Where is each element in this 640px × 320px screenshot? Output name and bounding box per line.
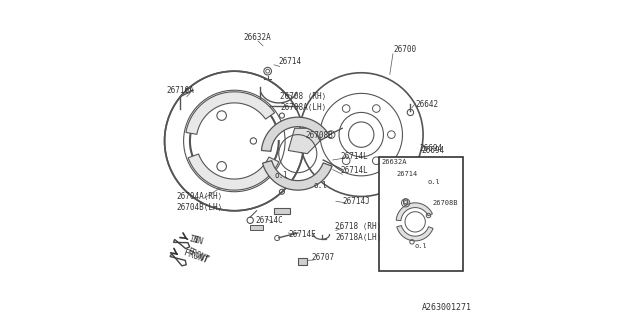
Text: IN: IN [191, 235, 204, 246]
Text: o.l: o.l [274, 171, 288, 180]
Bar [298, 258, 307, 265]
Text: 26714: 26714 [396, 171, 417, 177]
Text: 26694: 26694 [420, 144, 443, 153]
Text: 26642: 26642 [415, 100, 438, 109]
Text: 26704A⟨RH⟩: 26704A⟨RH⟩ [177, 192, 223, 201]
Polygon shape [397, 226, 433, 241]
Text: IN: IN [188, 234, 199, 245]
Text: 26632A: 26632A [244, 33, 271, 42]
Polygon shape [262, 117, 330, 151]
Polygon shape [396, 203, 433, 220]
Text: o.l: o.l [314, 181, 328, 190]
Text: FRONT: FRONT [185, 247, 210, 265]
Polygon shape [173, 239, 189, 249]
Text: FRONT: FRONT [182, 248, 209, 265]
Text: 26632A: 26632A [382, 159, 407, 164]
Text: 26707: 26707 [311, 253, 334, 262]
Text: o.l: o.l [415, 243, 428, 249]
Text: 26714E: 26714E [288, 230, 316, 239]
Bar [379, 157, 463, 271]
Text: 26714: 26714 [279, 57, 302, 66]
Text: 26700: 26700 [393, 45, 416, 54]
Text: o.l: o.l [428, 179, 440, 185]
Polygon shape [288, 128, 320, 154]
Text: 26704B⟨LH⟩: 26704B⟨LH⟩ [177, 203, 223, 212]
Text: 26716A: 26716A [166, 86, 194, 95]
Polygon shape [170, 254, 186, 266]
Text: 26708A⟨LH⟩: 26708A⟨LH⟩ [280, 103, 326, 112]
Text: 26718 ⟨RH⟩: 26718 ⟨RH⟩ [335, 222, 381, 231]
Bar [274, 208, 290, 214]
Text: 26714C: 26714C [255, 216, 283, 225]
Text: 26718A⟨LH⟩: 26718A⟨LH⟩ [335, 233, 381, 242]
Bar [250, 225, 263, 230]
Text: 26708B: 26708B [433, 200, 458, 206]
Polygon shape [186, 92, 275, 134]
Text: 26714L: 26714L [340, 152, 369, 161]
Text: 26714J: 26714J [342, 197, 370, 206]
Text: 26694: 26694 [422, 146, 445, 155]
Text: 26708 ⟨RH⟩: 26708 ⟨RH⟩ [280, 92, 326, 101]
Text: A263001271: A263001271 [422, 303, 472, 312]
Polygon shape [262, 161, 332, 190]
Polygon shape [188, 154, 279, 190]
Text: 26708B: 26708B [306, 131, 333, 140]
Text: 26714L: 26714L [340, 166, 369, 175]
